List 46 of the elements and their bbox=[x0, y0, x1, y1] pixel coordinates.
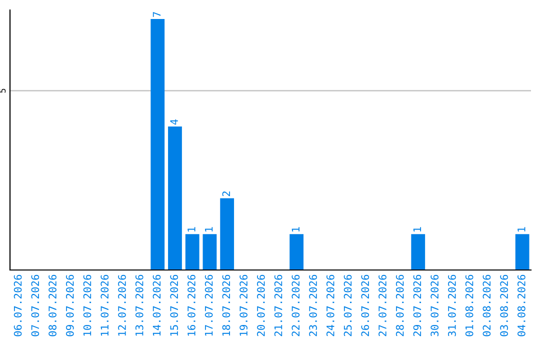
data-label: 1 bbox=[205, 227, 213, 232]
x-tick-label: 15.07.2026 bbox=[170, 274, 178, 336]
x-tick-label: 02.08.2026 bbox=[482, 274, 491, 336]
data-label: 1 bbox=[292, 227, 300, 232]
bar bbox=[185, 234, 200, 270]
x-tick-label: 12.07.2026 bbox=[118, 274, 126, 336]
data-label: 1 bbox=[413, 227, 422, 232]
bar bbox=[411, 234, 426, 270]
x-tick-label: 01.08.2026 bbox=[465, 274, 474, 336]
bar bbox=[290, 234, 304, 270]
bar bbox=[220, 198, 234, 270]
bar bbox=[150, 18, 165, 270]
x-tick-label: 20.07.2026 bbox=[256, 274, 265, 336]
x-tick-label: 06.07.2026 bbox=[14, 274, 22, 336]
x-tick-label: 19.07.2026 bbox=[240, 274, 248, 336]
x-tick-label: 11.07.2026 bbox=[100, 274, 109, 336]
x-tick-label: 03.08.2026 bbox=[500, 274, 508, 336]
x-tick-label: 29.07.2026 bbox=[413, 274, 422, 336]
x-tick-label: 08.07.2026 bbox=[48, 274, 56, 336]
x-tick-label: 16.07.2026 bbox=[188, 274, 196, 336]
bar bbox=[515, 234, 530, 270]
data-label: 7 bbox=[152, 12, 161, 17]
data-label: 1 bbox=[188, 227, 196, 232]
x-tick-label: 22.07.2026 bbox=[292, 274, 300, 336]
data-label: 2 bbox=[222, 192, 230, 196]
x-tick-label: 28.07.2026 bbox=[396, 274, 404, 336]
x-tick-label: 18.07.2026 bbox=[222, 274, 230, 336]
x-tick-label: 04.08.2026 bbox=[517, 274, 526, 336]
x-tick-label: 14.07.2026 bbox=[152, 274, 161, 336]
bar bbox=[168, 126, 182, 270]
x-tick-label: 27.07.2026 bbox=[378, 274, 386, 336]
x-tick-label: 21.07.2026 bbox=[274, 274, 282, 336]
x-tick-label: 25.07.2026 bbox=[344, 274, 352, 336]
data-label: 4 bbox=[170, 119, 178, 125]
data-label: 1 bbox=[518, 227, 526, 232]
x-tick-label: 17.07.2026 bbox=[204, 274, 213, 336]
x-tick-label: 10.07.2026 bbox=[83, 274, 92, 336]
x-tick-label: 24.07.2026 bbox=[326, 274, 334, 336]
bar bbox=[202, 234, 217, 270]
x-tick-label: 26.07.2026 bbox=[361, 274, 370, 336]
x-tick-label: 13.07.2026 bbox=[135, 274, 144, 336]
x-tick-label: 30.07.2026 bbox=[430, 274, 439, 336]
x-tick-label: 09.07.2026 bbox=[66, 274, 74, 336]
x-tick-label: 23.07.2026 bbox=[309, 274, 317, 336]
x-tick-label: 07.07.2026 bbox=[31, 274, 40, 336]
x-tick-label: 31.07.2026 bbox=[448, 274, 456, 336]
